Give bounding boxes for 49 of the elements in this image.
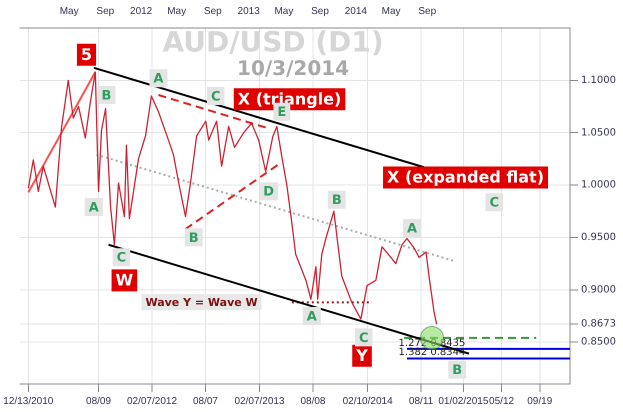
annotation: A bbox=[406, 221, 417, 236]
x2-tick-label: May bbox=[274, 6, 294, 17]
annotation: 1.382 0.8344 bbox=[398, 347, 466, 358]
x-tick-label: 08/11 bbox=[408, 396, 434, 407]
annotation: A bbox=[88, 200, 99, 216]
annotation: B bbox=[452, 363, 462, 378]
annotation: B bbox=[102, 88, 112, 104]
annotation: 5 bbox=[80, 44, 92, 64]
x2-tick-label: 2013 bbox=[238, 6, 260, 17]
y-tick-label: 1.0500 bbox=[581, 127, 616, 138]
y-tick-label: 0.8500 bbox=[581, 336, 616, 348]
x-tick-label: 05/12 bbox=[489, 396, 515, 407]
annotation: B bbox=[332, 193, 342, 208]
x2-tick-label: Sep bbox=[311, 6, 330, 17]
annotation: Wave Y = Wave W bbox=[145, 296, 258, 309]
y-tick-label: 1.0000 bbox=[581, 180, 616, 191]
x-tick-label: 02/10/2014 bbox=[342, 396, 394, 407]
annotation: A bbox=[306, 309, 317, 324]
x2-tick-label: 2014 bbox=[344, 6, 368, 17]
x2-tick-label: May bbox=[382, 6, 401, 17]
x-tick-label: 02/07/2013 bbox=[234, 396, 285, 407]
x-tick-label: 08/09 bbox=[86, 396, 112, 407]
annotation: X (expanded flat) bbox=[387, 168, 544, 187]
annotation: C bbox=[359, 330, 369, 346]
x-tick-label: 08/07 bbox=[192, 396, 218, 407]
x-tick-label: 02/07/2012 bbox=[126, 396, 178, 407]
y-tick-label: 1.1000 bbox=[581, 74, 616, 86]
y-tick-label: 0.9000 bbox=[581, 284, 616, 296]
annotation: C bbox=[210, 89, 221, 104]
annotation: C bbox=[116, 250, 126, 266]
annotation: C bbox=[489, 196, 499, 211]
x2-tick-label: Sep bbox=[418, 6, 437, 17]
x2-tick-label: Sep bbox=[204, 6, 222, 17]
x-tick-label: 08/08 bbox=[300, 396, 326, 407]
x-tick-label: 12/13/2010 bbox=[3, 396, 54, 407]
x2-tick-label: May bbox=[60, 6, 79, 17]
x2-tick-label: 2012 bbox=[130, 6, 153, 17]
annotation: Y bbox=[355, 346, 368, 365]
x-tick-label: 09/19 bbox=[527, 396, 553, 407]
annotation: B bbox=[188, 230, 199, 246]
x2-tick-label: Sep bbox=[96, 6, 115, 17]
annotation: A bbox=[153, 72, 164, 87]
annotation: D bbox=[263, 184, 274, 200]
x2-tick-label: May bbox=[167, 6, 186, 17]
x-tick-label: 01/02/2015 bbox=[438, 396, 489, 407]
annotation: W bbox=[116, 270, 134, 290]
text: 10/3/2014 bbox=[237, 56, 350, 80]
y-tick-label: 0.9500 bbox=[581, 232, 616, 244]
y-tick-label: 0.8673 bbox=[581, 318, 616, 330]
